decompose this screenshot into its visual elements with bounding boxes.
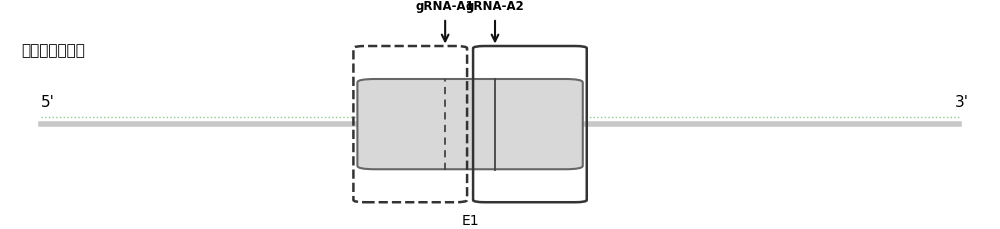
Text: E1: E1	[461, 213, 479, 227]
Text: gRNA-A2: gRNA-A2	[466, 0, 524, 13]
Text: 3': 3'	[955, 94, 969, 109]
Text: 5': 5'	[41, 94, 55, 109]
FancyBboxPatch shape	[357, 80, 583, 169]
Text: gRNA-A1: gRNA-A1	[416, 0, 475, 13]
Text: 野生型等位基因: 野生型等位基因	[21, 44, 85, 58]
